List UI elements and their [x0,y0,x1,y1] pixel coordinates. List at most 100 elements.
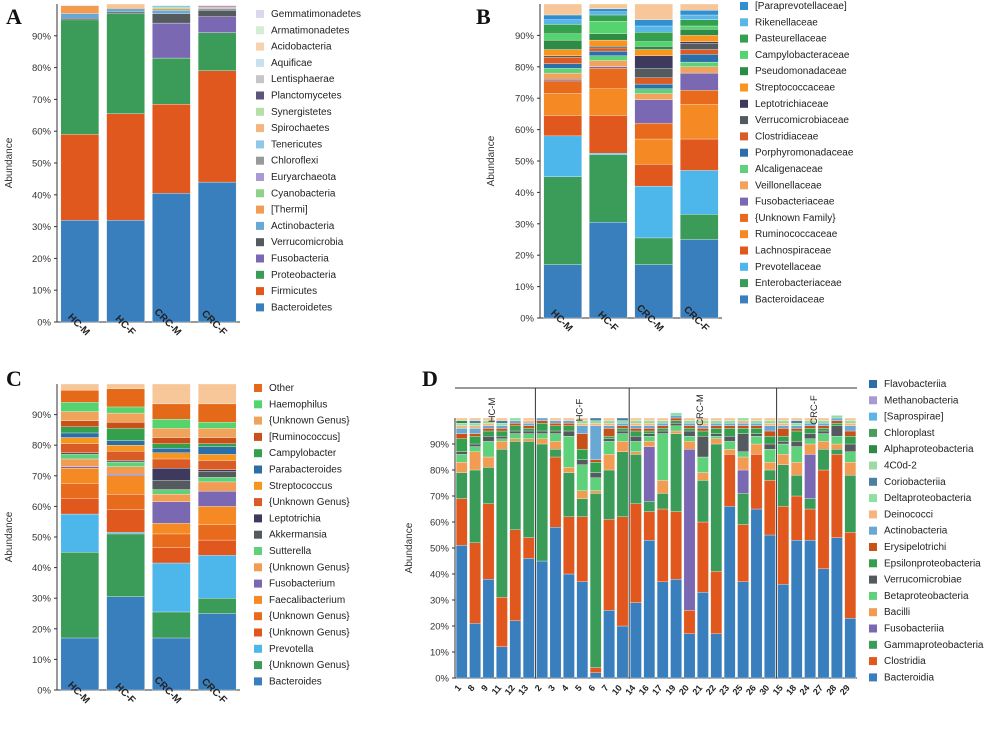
y-tick-label: 50% [515,157,535,168]
bar-segment [616,451,629,517]
legend-swatch [740,132,748,141]
legend-label: Chloroflexi [271,156,318,167]
bar-segment [634,46,673,50]
bar-segment [844,475,857,533]
bar-segment [670,430,682,434]
legend-label: Erysipelotrichi [884,542,946,553]
bar-segment [643,441,656,447]
bar-segment [543,115,582,137]
bar-segment [790,540,803,679]
bar-segment [750,454,763,510]
group-label: CRC-M [695,394,706,426]
bar-segment [750,443,763,455]
bar-segment [616,441,629,452]
legend-swatch [740,165,748,173]
x-tick-label: 11 [490,683,504,697]
bar-segment [197,8,237,11]
legend-swatch [254,628,262,637]
bar-segment [737,417,749,421]
bar-segment [60,432,100,438]
bar-segment [680,49,719,55]
bar-segment [197,490,237,507]
legend-label: Verrucomicrobiaceae [755,115,849,126]
bar-segment [589,490,602,494]
bar-segment [60,18,100,21]
bar-segment [804,508,816,541]
bar-segment [509,620,522,679]
y-tick-label: 60% [430,518,450,529]
legend-swatch [254,498,262,507]
bar-segment [790,462,803,476]
bar-segment [589,14,628,22]
bar-segment [509,529,522,621]
legend-label: Pasteurellaceae [755,34,827,45]
bar-segment [844,618,857,679]
bar-segment [522,438,535,442]
bar-segment [710,633,723,679]
legend-swatch [740,246,748,255]
bar-segment [777,464,790,507]
bar-segment [549,527,562,679]
y-axis-label: Abundance [486,135,497,186]
bar-segment [455,425,468,429]
bar-segment [536,443,548,562]
y-tick-label: 70% [515,94,535,105]
bar-segment [60,402,100,412]
bar-segment [543,19,582,25]
legend-label: Akkermansia [269,530,327,541]
legend-swatch [254,449,262,458]
legend-swatch [869,396,877,405]
bar-segment [777,428,790,437]
bar-segment [831,454,843,538]
y-tick-label: 10% [32,286,52,297]
legend-swatch [869,640,877,649]
bar-segment-rare [630,417,642,421]
bar-segment [634,77,673,85]
bar-segment [680,72,719,91]
bar-segment [656,508,669,582]
legend-label: Deltaproteobacteria [884,493,972,504]
bar-segment [630,423,642,426]
bar-segment-rare [764,417,776,421]
bar-segment [616,425,629,429]
bar-segment [455,498,468,546]
bar-segment [643,540,656,679]
bar-segment [496,441,508,450]
bar-segment [543,63,582,69]
bar-segment [670,511,682,580]
bar-segment [603,428,615,437]
legend-label: Porphyromonadaceae [755,148,854,159]
bar-segment [549,456,562,528]
bar-segment [616,423,629,426]
bar-segment [603,438,615,442]
bar-segment [680,28,719,36]
bar-segment [723,425,736,429]
legend-swatch [869,461,877,470]
legend-label: Bacilli [884,607,910,618]
bar-segment [697,436,709,458]
bar-segment [152,637,191,691]
legend-label: {Unknown Genus} [269,660,350,671]
bar-segment [603,425,615,429]
bar-segment [634,163,673,187]
bar-segment [589,667,602,673]
bar-segment [482,467,495,504]
y-tick-label: 20% [32,254,52,265]
bar-segment [60,426,100,434]
bar-segment [750,428,763,434]
bar-segment-rare [60,383,100,391]
bar-segment [634,83,673,89]
bar-segment [697,428,709,432]
bar-segment [563,472,575,517]
bar-segment [589,115,628,154]
legend-label: Gemmatimonadetes [271,9,361,20]
bar-segment [630,454,642,504]
bar-segment [844,443,857,452]
bar-segment [60,452,100,455]
bar-segment [764,436,776,445]
bar-segment [680,14,719,20]
y-tick-label: 70% [32,95,52,106]
bar-segment [536,438,548,445]
legend-swatch [254,644,262,653]
bar-segment [106,113,145,221]
